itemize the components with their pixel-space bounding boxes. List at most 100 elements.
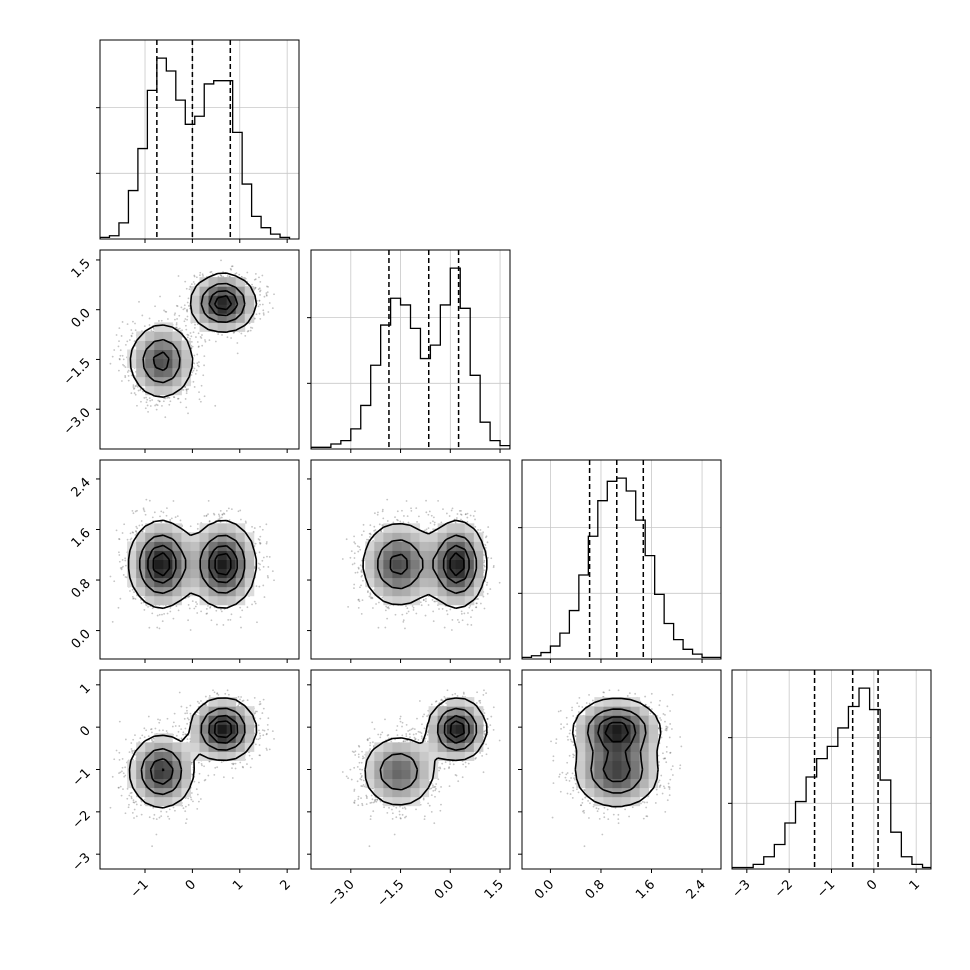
- sample-point: [166, 396, 169, 399]
- sample-point: [239, 616, 242, 619]
- sample-point: [207, 604, 209, 607]
- sample-point: [138, 300, 140, 303]
- density-cell: [163, 349, 173, 360]
- sample-point: [123, 365, 126, 367]
- sample-point: [140, 400, 142, 403]
- density-cell: [244, 313, 255, 323]
- density-cell: [208, 322, 219, 332]
- sample-point: [226, 336, 229, 339]
- sample-point: [173, 396, 176, 399]
- density-cell: [136, 358, 146, 369]
- sample-point: [174, 312, 177, 315]
- sample-point: [124, 376, 127, 379]
- sample-point: [134, 329, 137, 332]
- density-cell: [208, 313, 219, 323]
- sample-point: [230, 337, 233, 339]
- sample-point: [259, 294, 261, 296]
- histogram-0: [100, 57, 291, 239]
- sample-point: [266, 285, 268, 288]
- sample-point: [262, 309, 265, 312]
- sample-point: [258, 276, 260, 279]
- density-cell: [244, 286, 255, 296]
- sample-point: [217, 518, 220, 521]
- density-cell: [190, 295, 200, 305]
- sample-point: [230, 613, 233, 616]
- density-cell: [226, 277, 237, 287]
- sample-point: [179, 401, 182, 404]
- sample-point: [219, 273, 222, 276]
- sample-point: [193, 327, 196, 329]
- sample-point: [262, 556, 265, 559]
- sample-point: [228, 275, 231, 278]
- sample-point: [259, 318, 262, 320]
- sample-point: [183, 304, 186, 307]
- sample-point: [122, 358, 125, 361]
- panel-frame: [99, 39, 300, 240]
- density-cell: [127, 358, 137, 369]
- sample-point: [146, 398, 149, 401]
- sample-point: [192, 380, 195, 383]
- density-cell: [172, 340, 182, 350]
- sample-point: [131, 531, 134, 534]
- sample-point: [152, 327, 155, 329]
- sample-point: [160, 510, 163, 513]
- contour-2: [152, 290, 239, 372]
- sample-point: [164, 397, 167, 400]
- density-cell: [172, 349, 182, 360]
- sample-point: [237, 510, 240, 513]
- sample-point: [122, 363, 124, 366]
- panel-1-1: [307, 249, 511, 453]
- sample-point: [193, 367, 196, 370]
- sample-point: [132, 512, 135, 515]
- sample-point: [155, 403, 158, 406]
- sample-point: [196, 362, 199, 365]
- sample-point: [267, 311, 270, 313]
- sample-point: [186, 336, 189, 339]
- sample-point: [244, 334, 247, 337]
- sample-point: [220, 275, 223, 277]
- sample-point: [172, 500, 175, 502]
- sample-point: [253, 600, 256, 603]
- sample-point: [253, 527, 256, 529]
- sample-point: [226, 275, 229, 277]
- sample-point: [109, 362, 112, 365]
- sample-point: [257, 288, 260, 291]
- sample-point: [175, 326, 178, 329]
- contour-0: [129, 272, 258, 398]
- sample-point: [127, 369, 130, 372]
- sample-point: [229, 619, 232, 621]
- sample-point: [186, 310, 189, 313]
- sample-point: [254, 286, 257, 289]
- sample-point: [207, 513, 209, 516]
- density-cell: [154, 385, 164, 396]
- sample-point: [196, 523, 199, 525]
- sample-point: [133, 591, 135, 593]
- sample-point: [137, 389, 140, 392]
- sample-point: [193, 274, 196, 277]
- sample-point: [258, 539, 261, 541]
- sample-point: [196, 341, 199, 343]
- sample-point: [254, 278, 257, 281]
- sample-point: [117, 345, 120, 348]
- sample-point: [217, 333, 220, 335]
- density-cell: [190, 304, 200, 314]
- sample-point: [136, 527, 139, 530]
- sample-point: [147, 606, 149, 608]
- sample-point: [186, 308, 189, 311]
- sample-point: [117, 606, 120, 609]
- sample-point: [245, 521, 247, 524]
- sample-point: [185, 406, 188, 409]
- sample-point: [247, 329, 250, 332]
- sample-point: [195, 336, 197, 338]
- sample-point: [188, 288, 191, 291]
- sample-point: [169, 607, 172, 609]
- sample-point: [146, 404, 149, 407]
- sample-point: [209, 271, 212, 274]
- sample-point: [129, 532, 132, 535]
- sample-point: [189, 525, 192, 528]
- sample-point: [184, 385, 187, 388]
- sample-point: [118, 551, 120, 554]
- y-tick-label: −1.5: [61, 356, 94, 389]
- density-cell: [226, 313, 237, 323]
- sample-point: [262, 584, 265, 587]
